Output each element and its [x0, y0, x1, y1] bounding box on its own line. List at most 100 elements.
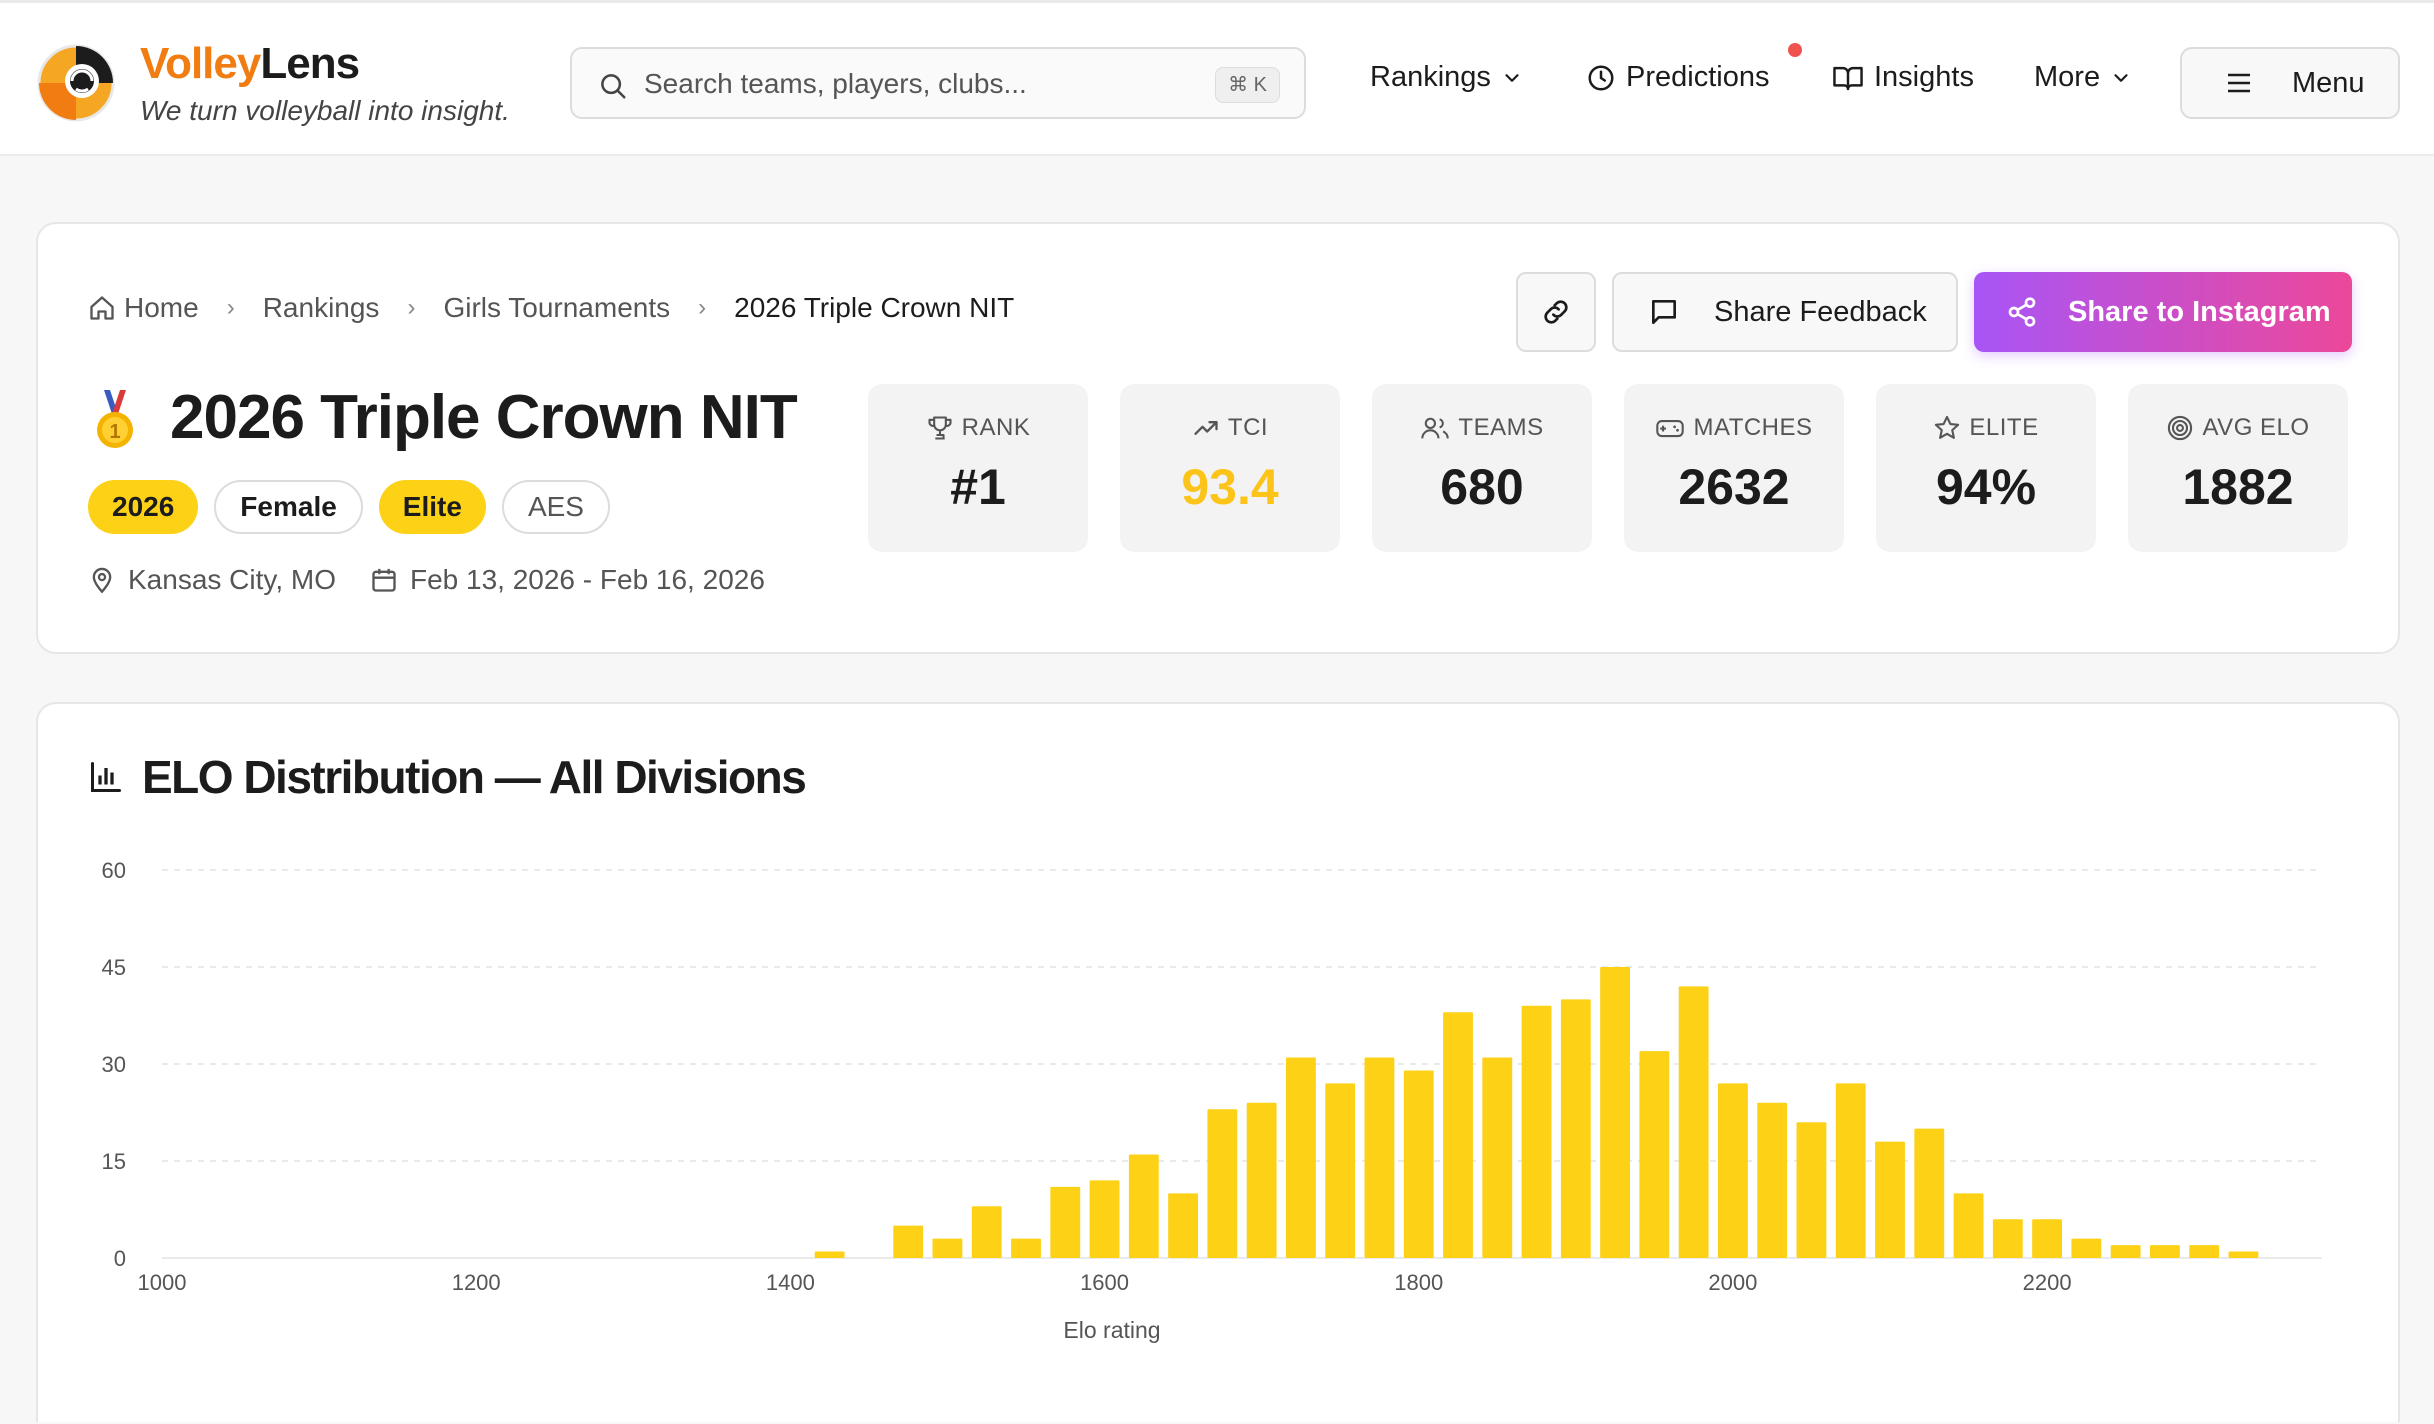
share-feedback-label: Share Feedback: [1714, 295, 1927, 328]
tag-gender[interactable]: Female: [214, 480, 363, 534]
x-tick-label: 1800: [1394, 1270, 1443, 1295]
event-summary-card: Home › Rankings › Girls Tournaments › 20…: [36, 222, 2400, 654]
brand-block: VolleyLens We turn volleyball into insig…: [140, 39, 510, 127]
chart-heading: ELO Distribution — All Divisions: [88, 750, 807, 804]
menu-button-label: Menu: [2292, 66, 2365, 99]
x-tick-label: 1200: [452, 1270, 501, 1295]
histogram-bar: [1600, 967, 1631, 1258]
chart-title: ELO Distribution — All Divisions: [142, 751, 807, 803]
breadcrumb-rankings[interactable]: Rankings: [262, 292, 380, 323]
tag-organizer[interactable]: AES: [501, 480, 610, 534]
histogram-bar: [1168, 1193, 1199, 1258]
share-to-instagram-label: Share to Instagram: [2068, 295, 2331, 328]
breadcrumb-chevron-icon: ›: [226, 294, 235, 321]
chevron-down-icon: [2114, 73, 2128, 82]
histogram-bar: [1089, 1180, 1120, 1258]
tag-level[interactable]: Elite: [378, 480, 486, 534]
breadcrumb-current: 2026 Triple Crown NIT: [734, 292, 1015, 323]
top-navigation-bar: VolleyLens We turn volleyball into insig…: [0, 0, 2434, 156]
histogram-bar: [1246, 1102, 1277, 1258]
message-square-icon: [1652, 300, 1676, 324]
x-tick-label: 1400: [766, 1270, 815, 1295]
histogram-bar: [2228, 1251, 2259, 1258]
chevron-down-icon: [1505, 73, 1519, 82]
nav-more-label: More: [2034, 61, 2101, 93]
breadcrumb-chevron-icon: ›: [407, 294, 416, 321]
histogram-bar: [1639, 1051, 1670, 1258]
x-tick-label: 1600: [1080, 1270, 1129, 1295]
stat-matches-value: 2632: [1678, 459, 1790, 515]
histogram-bar: [1914, 1128, 1945, 1258]
bar-chart-icon: [91, 762, 121, 792]
histogram-bar: [932, 1238, 963, 1258]
trend-up-icon: [1194, 421, 1218, 435]
histogram-bar: [1285, 1057, 1316, 1258]
histogram-bar: [814, 1251, 845, 1258]
volleylens-logo[interactable]: [36, 43, 116, 123]
nav-rankings-label: Rankings: [1370, 61, 1491, 93]
event-dates: Feb 13, 2026 - Feb 16, 2026: [370, 564, 765, 596]
breadcrumb-home[interactable]: Home: [124, 292, 199, 323]
stat-elite-value: 94%: [1935, 459, 2037, 515]
histogram-bar: [2071, 1238, 2102, 1258]
menu-button[interactable]: Menu: [2180, 47, 2400, 119]
search-input[interactable]: [644, 61, 1164, 107]
histogram-bar: [1011, 1238, 1041, 1258]
x-tick-label: 2200: [2023, 1270, 2072, 1295]
stat-teams: TEAMS 680: [1372, 384, 1592, 552]
histogram-bar: [1560, 999, 1591, 1258]
elo-histogram-chart: 0 15 30 45 60 1000 1200 1400 1600 1800 2000 2200 Elo…: [102, 858, 2322, 1343]
event-location: Kansas City, MO: [88, 564, 336, 596]
breadcrumb-girls-tournaments[interactable]: Girls Tournaments: [443, 292, 671, 323]
hamburger-menu-icon: [2228, 73, 2250, 93]
stat-rank: RANK #1: [868, 384, 1088, 552]
histogram-bar: [2032, 1219, 2063, 1258]
histogram-bar: [971, 1206, 1002, 1258]
target-icon: [2168, 415, 2193, 441]
brand-name-part1: Volley: [140, 39, 261, 88]
home-icon: [90, 296, 114, 320]
histogram-bar: [1443, 1012, 1473, 1258]
y-tick-label: 60: [102, 858, 126, 883]
notification-dot: [1788, 43, 1802, 57]
tag-year[interactable]: 2026: [88, 480, 199, 534]
stat-rank-label: RANK: [961, 414, 1031, 441]
nav-more[interactable]: More: [2034, 61, 2132, 94]
histogram-bar: [1521, 1005, 1552, 1258]
search-box[interactable]: ⌘ K: [570, 47, 1306, 119]
nav-insights[interactable]: Insights: [1832, 61, 1974, 94]
y-tick-label: 15: [102, 1149, 126, 1174]
users-icon: [1421, 417, 1450, 439]
breadcrumb-chevron-icon: ›: [698, 294, 707, 321]
share-icon: [2008, 297, 2036, 327]
histogram-bar: [2110, 1245, 2141, 1258]
stat-avg-elo: AVG ELO 1882: [2128, 384, 2348, 552]
brand-name-part2: Lens: [260, 39, 360, 88]
breadcrumb: Home › Rankings › Girls Tournaments › 20…: [88, 292, 1014, 324]
gamepad-icon: [1656, 420, 1685, 438]
nav-predictions[interactable]: Predictions: [1586, 61, 1769, 94]
histogram-bar: [2189, 1245, 2220, 1258]
y-tick-label: 45: [102, 955, 126, 980]
volleyball-logo-icon: [37, 44, 115, 122]
y-tick-label: 30: [102, 1052, 126, 1077]
histogram-bar: [893, 1225, 924, 1258]
search-shortcut-badge: ⌘ K: [1215, 67, 1280, 103]
share-feedback-button[interactable]: Share Feedback: [1612, 272, 1958, 352]
stat-avg-elo-label: AVG ELO: [2202, 414, 2310, 441]
elo-distribution-card: ELO Distribution — All Divisions 0 15 30 45…: [36, 702, 2400, 1422]
nav-rankings[interactable]: Rankings: [1370, 61, 1523, 94]
stat-elite: ELITE 94%: [1876, 384, 2096, 552]
histogram-bar: [1992, 1219, 2023, 1258]
event-tags: 2026 Female Elite AES: [88, 480, 610, 534]
brand-name[interactable]: VolleyLens: [140, 39, 510, 89]
event-title: 2026 Triple Crown NIT: [170, 383, 798, 452]
stat-teams-value: 680: [1440, 459, 1524, 515]
copy-link-button[interactable]: [1516, 272, 1596, 352]
share-to-instagram-button[interactable]: Share to Instagram: [1974, 272, 2352, 352]
search-icon: [601, 74, 626, 99]
histogram-bar: [1364, 1057, 1395, 1258]
trophy-icon: [928, 416, 952, 440]
histogram-bar: [1757, 1102, 1788, 1258]
star-icon: [1935, 415, 1960, 439]
